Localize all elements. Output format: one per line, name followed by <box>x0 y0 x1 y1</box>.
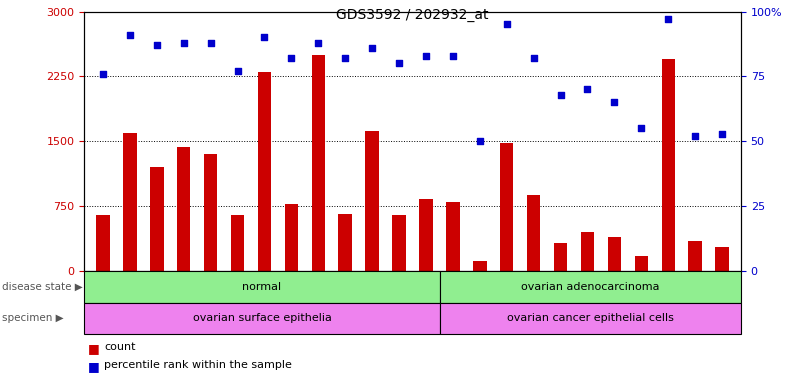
Bar <box>688 241 702 271</box>
Text: normal: normal <box>243 282 282 292</box>
Point <box>581 86 594 93</box>
Point <box>689 133 702 139</box>
Point <box>339 55 352 61</box>
Point <box>312 40 324 46</box>
Bar <box>258 72 272 271</box>
Bar <box>177 147 191 271</box>
Text: ovarian cancer epithelial cells: ovarian cancer epithelial cells <box>507 313 674 323</box>
Point <box>473 138 486 144</box>
Point <box>258 35 271 41</box>
Bar <box>527 195 541 271</box>
Point <box>635 125 648 131</box>
Bar <box>500 143 513 271</box>
Bar <box>150 167 163 271</box>
Bar <box>204 154 217 271</box>
Bar <box>339 214 352 271</box>
Bar <box>581 232 594 271</box>
Bar <box>553 243 567 271</box>
Bar <box>96 215 110 271</box>
Bar <box>231 215 244 271</box>
Text: ovarian adenocarcinoma: ovarian adenocarcinoma <box>521 282 660 292</box>
Point <box>285 55 298 61</box>
Text: percentile rank within the sample: percentile rank within the sample <box>104 360 292 370</box>
Point <box>662 16 674 22</box>
Bar <box>608 237 621 271</box>
Point <box>420 53 433 59</box>
Point <box>715 131 728 137</box>
Bar <box>662 59 675 271</box>
Point <box>231 68 244 74</box>
Point <box>392 60 405 66</box>
Point <box>151 42 163 48</box>
Point <box>554 91 567 98</box>
Point <box>501 22 513 28</box>
Text: count: count <box>104 342 135 352</box>
Bar <box>440 303 741 334</box>
Point <box>446 53 459 59</box>
Bar <box>84 271 440 303</box>
Bar <box>84 303 440 334</box>
Text: disease state ▶: disease state ▶ <box>2 282 83 292</box>
Bar <box>473 261 486 271</box>
Text: ■: ■ <box>88 342 100 355</box>
Point <box>366 45 379 51</box>
Bar <box>392 215 406 271</box>
Bar <box>715 247 729 271</box>
Text: ■: ■ <box>88 360 100 373</box>
Bar <box>419 199 433 271</box>
Bar <box>440 271 741 303</box>
Point <box>608 99 621 106</box>
Bar <box>123 132 137 271</box>
Bar <box>446 202 460 271</box>
Point <box>204 40 217 46</box>
Point <box>177 40 190 46</box>
Bar <box>312 55 325 271</box>
Text: GDS3592 / 202932_at: GDS3592 / 202932_at <box>336 8 489 22</box>
Text: ovarian surface epithelia: ovarian surface epithelia <box>192 313 332 323</box>
Bar <box>634 257 648 271</box>
Bar <box>365 131 379 271</box>
Point <box>97 71 110 77</box>
Text: specimen ▶: specimen ▶ <box>2 313 63 323</box>
Point <box>123 32 136 38</box>
Point <box>527 55 540 61</box>
Bar <box>284 204 298 271</box>
